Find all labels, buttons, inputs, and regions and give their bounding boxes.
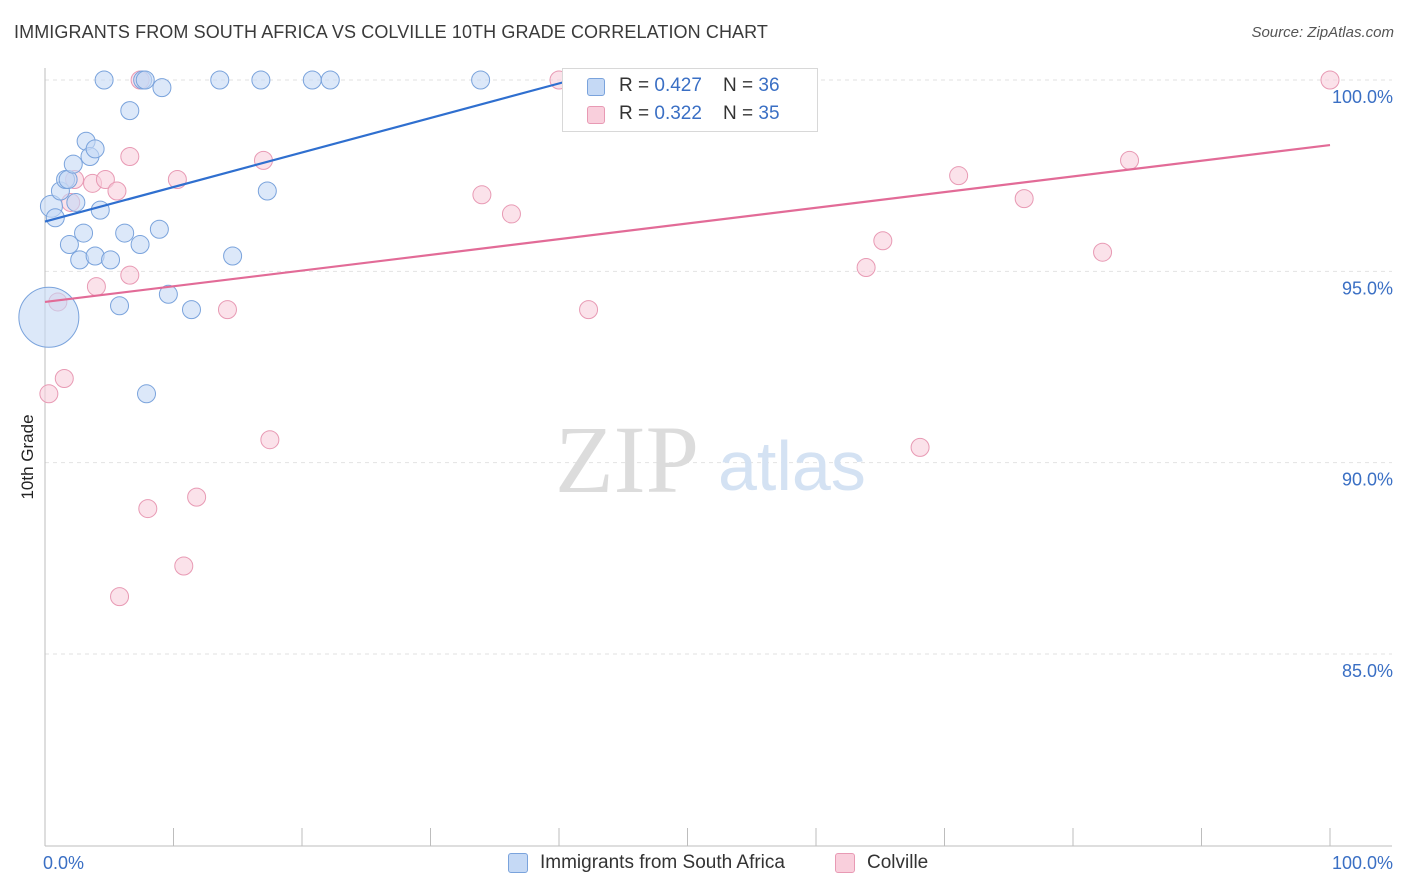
blue-point-25 [149,219,169,239]
pink-point-17 [217,300,237,320]
x-tick-label-0: 0.0% [43,853,84,873]
pink-point-8 [107,181,127,201]
pink-point-11 [120,265,140,285]
pink-point-2 [54,368,74,388]
legend-n-value-blue: 36 [758,75,780,96]
pink-point-20 [472,185,492,205]
blue-point-15 [90,200,110,220]
pink-point-13 [138,499,158,519]
x-tick-label-1: 100.0% [1332,853,1393,873]
pink-point-6 [86,277,106,297]
south-africa-points [18,70,491,404]
blue-point-23 [135,70,155,90]
blue-point-21 [130,235,150,255]
blue-point-10 [74,223,94,243]
y-tick-label-3: 85.0% [1342,661,1393,681]
pink-point-27 [873,231,893,251]
pink-point-7 [95,169,115,189]
pink-point-9 [110,587,130,607]
trend-lines [44,78,1331,304]
legend-n-label-pink: N = [723,103,759,124]
blue-point-26 [152,78,172,98]
pink-point-0 [39,384,59,404]
legend-n-value-pink: 35 [758,103,780,124]
blue-point-34 [320,70,340,90]
bottom-legend-swatch-blue [508,853,528,873]
pink-point-29 [949,166,969,186]
bottom-legend-label-pink: Colville [867,852,929,873]
y-tick-label-1: 95.0% [1342,278,1393,298]
watermark-atlas: atlas [718,427,866,505]
bottom-legend-swatch-pink [835,853,855,873]
blue-point-20 [120,101,140,121]
blue-point-7 [63,154,83,174]
pink-point-32 [1120,150,1140,170]
legend-swatch-blue [587,78,605,96]
correlation-legend: R = 0.427 N = 36 R = 0.322 N = 35 [562,68,818,132]
blue-point-33 [302,70,322,90]
pink-point-30 [1014,189,1034,209]
pink-point-16 [187,487,207,507]
axes [44,68,1392,847]
pink-point-19 [260,430,280,450]
pink-trend-line [44,143,1331,304]
grid-lines [45,79,1392,655]
blue-point-28 [181,300,201,320]
pink-point-28 [910,437,930,457]
blue-trend-line [44,78,573,223]
watermark: ZIP atlas [555,406,866,513]
pink-point-33 [1320,70,1340,90]
blue-point-19 [115,223,135,243]
blue-point-30 [223,246,243,266]
y-tick-label-0: 100.0% [1332,87,1393,107]
legend-r-value-pink: 0.322 [654,103,702,124]
bottom-legend-label-blue: Immigrants from South Africa [540,852,785,873]
legend-r-value-blue: 0.427 [654,75,702,96]
blue-point-27 [158,284,178,304]
blue-point-29 [210,70,230,90]
pink-point-23 [579,300,599,320]
y-tick-label-2: 90.0% [1342,470,1393,490]
blue-point-0 [18,286,80,348]
blue-point-8 [66,192,86,212]
blue-point-18 [110,296,130,316]
chart-title: IMMIGRANTS FROM SOUTH AFRICA VS COLVILLE… [14,22,769,42]
pink-point-26 [856,258,876,278]
blue-point-31 [251,70,271,90]
source-credit: Source: ZipAtlas.com [1251,24,1394,41]
blue-point-6 [59,235,79,255]
pink-point-21 [501,204,521,224]
pink-point-15 [174,556,194,576]
legend-n-label-blue: N = [723,75,759,96]
colville-points [39,70,1340,607]
legend-r-label-blue: R = [619,75,655,96]
blue-point-14 [85,139,105,159]
legend-swatch-pink [587,106,605,124]
watermark-zip: ZIP [555,406,699,513]
blue-point-17 [101,250,121,270]
legend-r-label-pink: R = [619,103,655,124]
y-axis-label: 10th Grade [18,414,37,499]
blue-point-16 [94,70,114,90]
blue-point-24 [137,384,157,404]
pink-point-31 [1093,242,1113,262]
blue-point-32 [257,181,277,201]
tick-labels: 100.0% 95.0% 90.0% 85.0% 0.0% 100.0% [43,87,1393,873]
blue-point-35 [471,70,491,90]
pink-point-10 [120,147,140,167]
